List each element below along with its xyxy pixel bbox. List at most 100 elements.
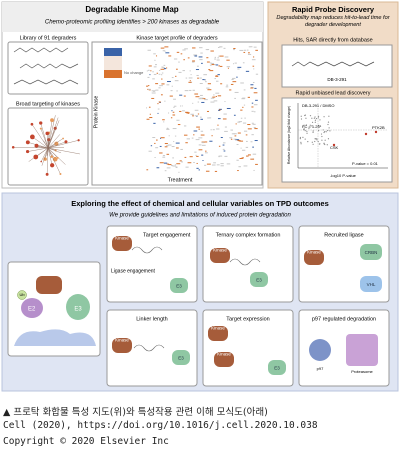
- card: Recruited ligase Kinase CRBN VHL: [298, 225, 390, 303]
- tree-node: [45, 131, 50, 136]
- volcano-point: [319, 119, 321, 121]
- heat-cell: [209, 62, 212, 64]
- heat-cell: [243, 51, 246, 53]
- heat-cell: [239, 158, 243, 160]
- heat-cell: [224, 155, 228, 157]
- heat-cell: [254, 87, 257, 89]
- heat-cell: [170, 90, 173, 92]
- tree-branch: [47, 134, 61, 149]
- heat-cell: [215, 64, 219, 66]
- heat-cell: [205, 150, 207, 152]
- heat-cell: [160, 137, 165, 139]
- heat-cell: [218, 65, 220, 67]
- heat-cell: [201, 154, 204, 156]
- heat-cell: [163, 121, 165, 123]
- volcano-point: [320, 133, 323, 135]
- heat-cell: [205, 81, 207, 83]
- heat-cell: [158, 87, 161, 89]
- heat-cell: [248, 46, 251, 48]
- card: Ternary complex formation Kinase E3: [202, 225, 294, 303]
- heat-cell: [164, 143, 168, 145]
- heat-cell: [164, 146, 168, 148]
- heat-cell: [190, 113, 194, 115]
- kinase-shape: [112, 338, 132, 353]
- heat-cell: [200, 118, 203, 120]
- volcano-point: [324, 139, 326, 141]
- heat-cell: [253, 111, 256, 113]
- heat-cell: [243, 130, 248, 132]
- heat-cell: [196, 162, 198, 164]
- heat-cell: [182, 70, 185, 72]
- volcano-point: [315, 138, 317, 140]
- volcano-point: [364, 132, 368, 136]
- tree-branch: [47, 138, 64, 149]
- volcano-point: [304, 130, 306, 132]
- tree-node: [25, 140, 30, 145]
- heat-cell: [211, 62, 214, 64]
- volcano-point: [315, 117, 318, 120]
- volcano-point: [302, 136, 304, 138]
- heat-cell: [195, 154, 197, 156]
- volcano-point: [303, 124, 305, 126]
- heat-cell: [206, 61, 210, 63]
- volcano-point: [314, 116, 316, 118]
- heat-cell: [247, 124, 251, 126]
- heat-cell: [217, 118, 221, 120]
- tree-branch: [27, 147, 49, 152]
- volcano-point: [317, 115, 320, 117]
- volcano-point: [327, 121, 330, 123]
- heat-cell: [166, 84, 170, 86]
- heat-cell: [172, 111, 175, 113]
- label: Broad targeting of kinases: [16, 101, 80, 107]
- heat-cell: [237, 121, 241, 123]
- tree-node: [59, 173, 62, 176]
- linker: [131, 246, 163, 254]
- heat-cell: [223, 113, 227, 115]
- heat-cell: [171, 77, 174, 79]
- cards: Target engagement Kinase E3 Ligase engageme…: [106, 225, 390, 387]
- tree-node: [56, 156, 59, 159]
- heat-cell: [166, 128, 169, 130]
- volcano-point: [319, 125, 322, 127]
- heat-cell: [151, 92, 156, 94]
- heat-cell: [197, 113, 200, 115]
- heat-cell: [160, 94, 163, 96]
- heat-cell: [197, 101, 200, 103]
- tree-branch: [13, 147, 49, 149]
- heat-cell: [243, 89, 246, 91]
- heat-cell: [253, 104, 258, 106]
- heat-cell: [240, 117, 243, 119]
- volcano-point: [314, 140, 316, 143]
- volcano-point: [323, 131, 325, 134]
- heat-cell: [193, 130, 198, 132]
- heat-cell: [254, 140, 258, 142]
- heat-cell: [148, 85, 150, 87]
- heat-cell: [175, 75, 177, 77]
- heat-cell: [222, 142, 226, 144]
- heat-cell: [154, 142, 156, 144]
- heat-cell: [192, 89, 195, 91]
- heat-cell: [251, 86, 254, 88]
- heat-cell: [218, 155, 223, 157]
- heat-cell: [189, 156, 193, 158]
- heat-cell: [255, 163, 258, 165]
- heat-cell: [220, 163, 224, 165]
- heat-cell: [149, 113, 151, 115]
- volcano-point: [323, 143, 325, 145]
- tree-node: [62, 137, 64, 140]
- heat-cell: [210, 101, 215, 103]
- heat-cell: [174, 135, 177, 137]
- heat-cell: [214, 63, 216, 65]
- heat-cell: [155, 89, 159, 91]
- heat-cell: [172, 165, 176, 167]
- heat-cell: [224, 101, 226, 103]
- heat-cell: [187, 162, 192, 164]
- heat-cell: [253, 68, 255, 70]
- protein-label: Kinase: [307, 250, 321, 255]
- tree-branch: [35, 147, 49, 158]
- heat-cell: [233, 138, 237, 140]
- tree-branch: [47, 132, 50, 149]
- heat-cell: [161, 72, 164, 74]
- volcano-point: [311, 121, 314, 123]
- heat-cell: [214, 170, 218, 172]
